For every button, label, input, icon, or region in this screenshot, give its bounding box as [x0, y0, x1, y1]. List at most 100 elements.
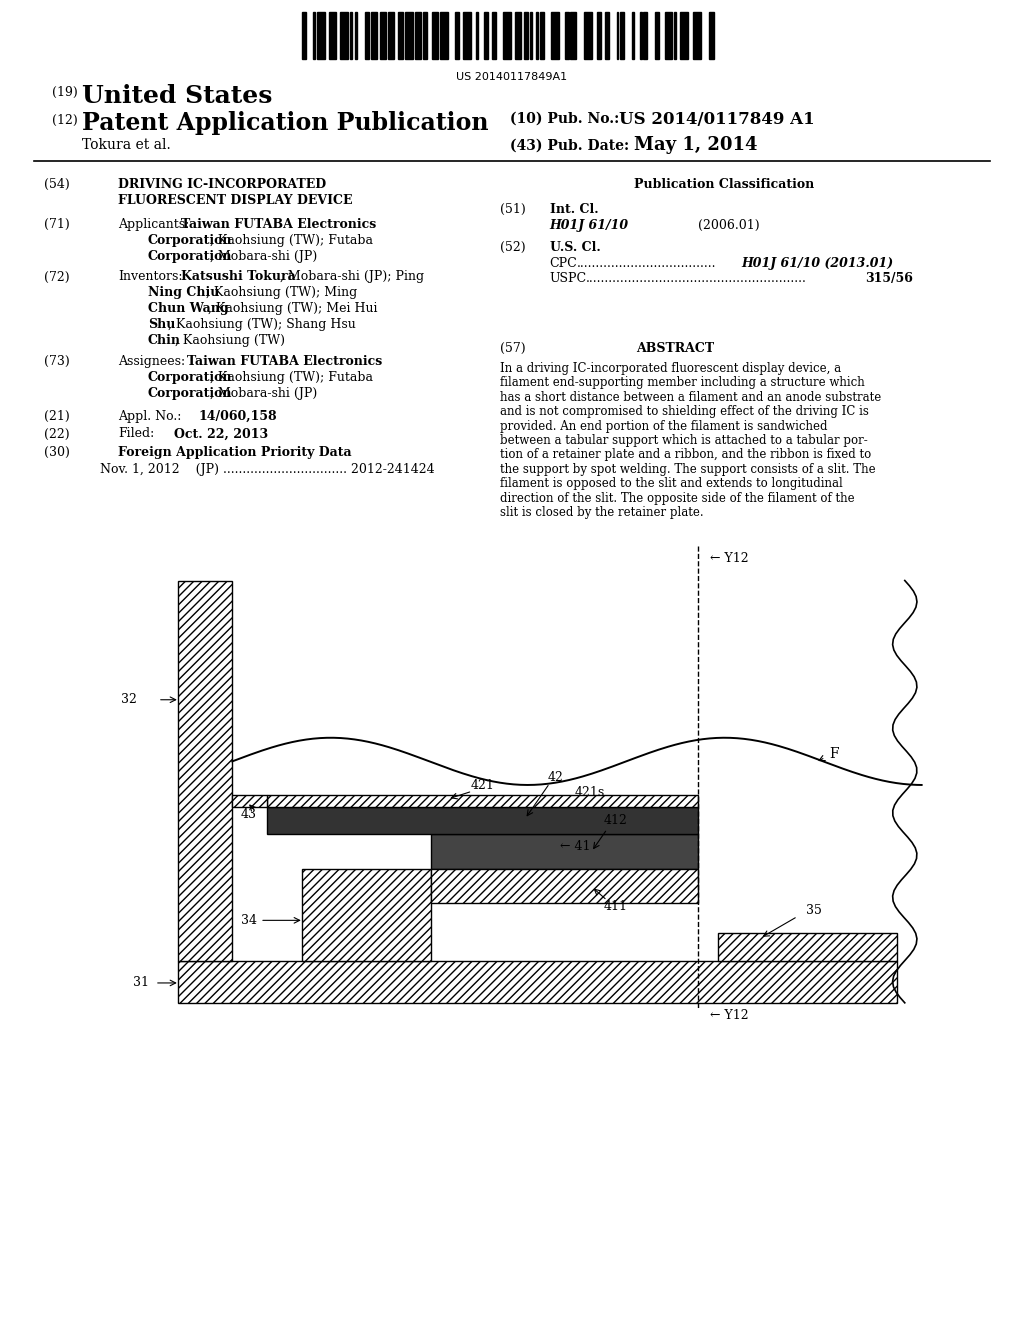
Text: USPC: USPC	[550, 272, 587, 285]
Bar	[423, 12, 427, 59]
Bar	[665, 12, 672, 59]
Text: (73): (73)	[44, 355, 70, 368]
Bar	[432, 12, 438, 59]
Text: (30): (30)	[44, 446, 70, 459]
Text: Corporation: Corporation	[148, 249, 232, 263]
Bar	[530, 12, 532, 59]
Text: (43) Pub. Date:: (43) Pub. Date:	[510, 139, 629, 152]
Text: the support by spot welding. The support consists of a slit. The: the support by spot welding. The support…	[500, 463, 876, 475]
Text: .........................................................: ........................................…	[586, 272, 806, 285]
Text: Filed:: Filed:	[118, 428, 155, 441]
Text: CPC: CPC	[550, 256, 578, 269]
Bar	[431, 834, 698, 869]
Text: H01J 61/10 (2013.01): H01J 61/10 (2013.01)	[741, 256, 893, 269]
Bar	[621, 12, 625, 59]
Bar	[267, 807, 698, 834]
Bar	[640, 12, 641, 59]
Text: ....................................: ....................................	[577, 256, 716, 269]
Bar	[397, 12, 403, 59]
Text: ← Y12: ← Y12	[711, 1010, 749, 1022]
Text: F: F	[829, 747, 839, 762]
Bar	[492, 12, 496, 59]
Bar	[232, 795, 267, 807]
Text: , Kaohsiung (TW); Futaba: , Kaohsiung (TW); Futaba	[211, 234, 374, 247]
Text: Oct. 22, 2013: Oct. 22, 2013	[174, 428, 268, 441]
Text: U.S. Cl.: U.S. Cl.	[550, 240, 600, 253]
Text: In a driving IC-incorporated fluorescent display device, a: In a driving IC-incorporated fluorescent…	[500, 362, 842, 375]
Bar	[680, 12, 687, 59]
Bar	[584, 12, 592, 59]
Text: (12): (12)	[52, 114, 78, 127]
Bar	[267, 795, 698, 807]
Text: tion of a retainer plate and a ribbon, and the ribbon is fixed to: tion of a retainer plate and a ribbon, a…	[500, 449, 871, 462]
Bar	[693, 12, 701, 59]
Text: United States: United States	[82, 83, 272, 108]
Text: US 20140117849A1: US 20140117849A1	[457, 71, 567, 82]
Text: Patent Application Publication: Patent Application Publication	[82, 111, 488, 136]
Text: ← 41: ← 41	[559, 841, 590, 853]
Text: H01J 61/10: H01J 61/10	[550, 219, 629, 232]
Bar	[381, 12, 386, 59]
Bar	[476, 12, 478, 59]
Bar	[456, 12, 459, 59]
Bar	[515, 12, 520, 59]
Text: (2006.01): (2006.01)	[698, 219, 760, 232]
Text: , Mobara-shi (JP); Ping: , Mobara-shi (JP); Ping	[280, 271, 424, 284]
Text: (19): (19)	[52, 86, 78, 99]
Bar	[463, 12, 471, 59]
Bar	[317, 12, 325, 59]
Text: and is not compromised to shielding effect of the driving IC is: and is not compromised to shielding effe…	[500, 405, 869, 418]
Bar	[564, 12, 568, 59]
Bar	[355, 12, 357, 59]
Text: Nov. 1, 2012    (JP) ................................ 2012-241424: Nov. 1, 2012 (JP) ......................…	[100, 463, 435, 477]
Bar	[524, 12, 528, 59]
Bar	[570, 12, 577, 59]
Bar	[440, 12, 447, 59]
Bar	[551, 12, 559, 59]
Bar	[415, 12, 421, 59]
Text: Taiwan FUTABA Electronics: Taiwan FUTABA Electronics	[186, 355, 382, 368]
Bar	[616, 12, 618, 59]
Text: , Kaohsiung (TW): , Kaohsiung (TW)	[175, 334, 285, 347]
Text: Katsushi Tokura: Katsushi Tokura	[180, 271, 296, 284]
Text: between a tabular support which is attached to a tabular por-: between a tabular support which is attac…	[500, 434, 868, 447]
Bar	[540, 12, 544, 59]
Text: (72): (72)	[44, 271, 70, 284]
Text: slit is closed by the retainer plate.: slit is closed by the retainer plate.	[500, 506, 703, 519]
Bar	[340, 12, 348, 59]
Text: May 1, 2014: May 1, 2014	[634, 136, 758, 154]
Text: Int. Cl.: Int. Cl.	[550, 203, 598, 216]
Text: 34: 34	[241, 913, 257, 927]
Bar	[718, 933, 897, 961]
Text: provided. An end portion of the filament is sandwiched: provided. An end portion of the filament…	[500, 420, 827, 433]
Bar	[605, 12, 609, 59]
Text: filament end-supporting member including a structure which: filament end-supporting member including…	[500, 376, 865, 389]
Text: filament is opposed to the slit and extends to longitudinal: filament is opposed to the slit and exte…	[500, 477, 843, 490]
Text: DRIVING IC-INCORPORATED: DRIVING IC-INCORPORATED	[118, 178, 327, 191]
Text: (54): (54)	[44, 178, 70, 191]
Text: Foreign Application Priority Data: Foreign Application Priority Data	[118, 446, 352, 459]
Text: Corporation: Corporation	[148, 234, 232, 247]
Bar	[709, 12, 715, 59]
Bar	[178, 961, 897, 1003]
Text: Appl. No.:: Appl. No.:	[118, 409, 181, 422]
Text: Shu: Shu	[148, 318, 175, 331]
Text: 421: 421	[470, 779, 495, 792]
Text: 31: 31	[133, 977, 150, 990]
Text: Assignees:: Assignees:	[118, 355, 185, 368]
Text: (52): (52)	[500, 240, 525, 253]
Text: (22): (22)	[44, 428, 70, 441]
Text: (10) Pub. No.:: (10) Pub. No.:	[510, 111, 620, 125]
Text: Ning Chiu: Ning Chiu	[148, 286, 219, 300]
Text: (21): (21)	[44, 409, 70, 422]
Bar	[536, 12, 538, 59]
Text: (71): (71)	[44, 218, 70, 231]
Text: 14/060,158: 14/060,158	[199, 409, 278, 422]
Bar	[371, 12, 377, 59]
Text: 42: 42	[548, 771, 563, 784]
Text: (57): (57)	[500, 342, 525, 355]
Text: ← Y12: ← Y12	[711, 552, 749, 565]
Text: Chin: Chin	[148, 334, 181, 347]
Text: Inventors:: Inventors:	[118, 271, 182, 284]
Text: , Kaohsiung (TW); Futaba: , Kaohsiung (TW); Futaba	[211, 371, 374, 384]
